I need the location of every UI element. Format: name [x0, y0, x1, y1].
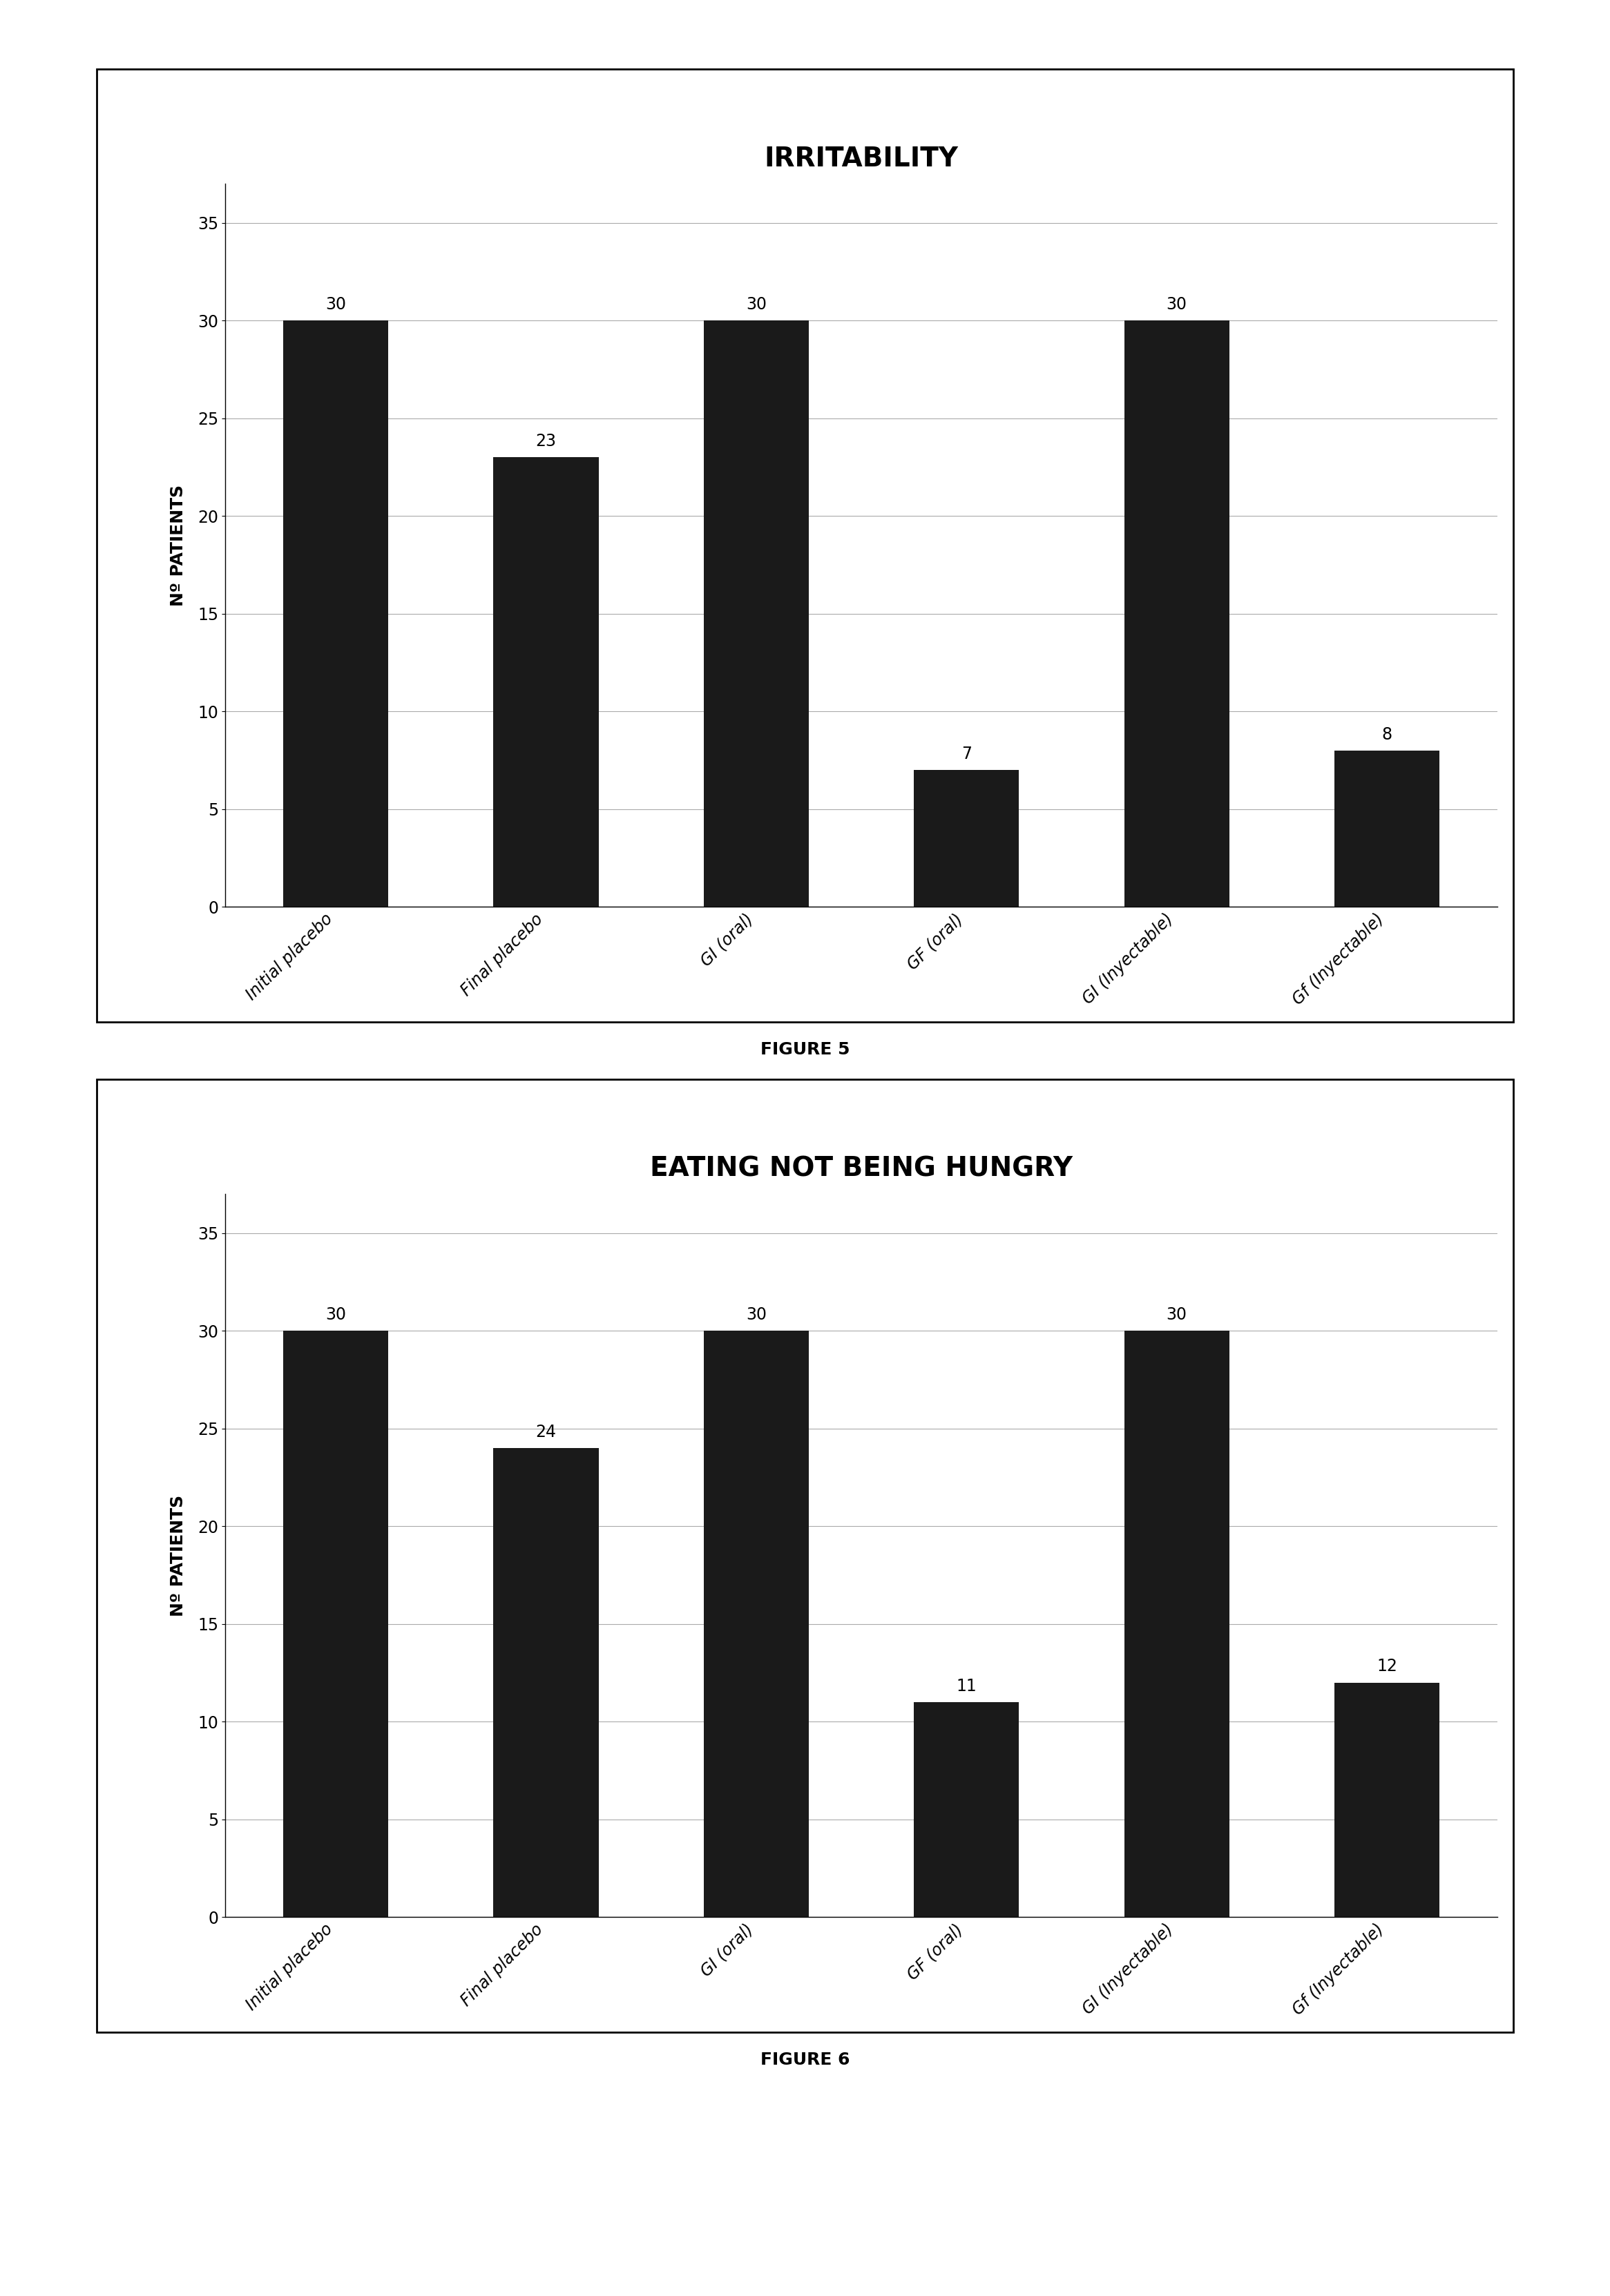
Bar [914, 769, 1019, 907]
Text: 24: 24 [536, 1424, 557, 1440]
Bar [1335, 751, 1439, 907]
Title: IRRITABILITY: IRRITABILITY [765, 145, 958, 172]
Text: 30: 30 [745, 296, 766, 312]
Bar [914, 1701, 1019, 1917]
Bar [283, 321, 388, 907]
Bar [1124, 321, 1230, 907]
Text: 12: 12 [1377, 1658, 1397, 1674]
Bar [283, 1332, 388, 1917]
Text: 30: 30 [325, 296, 346, 312]
Bar [704, 1332, 808, 1917]
Bar [1124, 1332, 1230, 1917]
Bar [493, 457, 599, 907]
Bar [493, 1449, 599, 1917]
Y-axis label: Nº PATIENTS: Nº PATIENTS [169, 1495, 187, 1616]
Text: FIGURE 6: FIGURE 6 [760, 2050, 850, 2069]
Title: EATING NOT BEING HUNGRY: EATING NOT BEING HUNGRY [650, 1155, 1072, 1182]
Text: 8: 8 [1381, 726, 1393, 742]
Bar [1335, 1683, 1439, 1917]
Bar [704, 321, 808, 907]
Text: 30: 30 [325, 1306, 346, 1322]
Text: 30: 30 [1166, 1306, 1187, 1322]
Text: 23: 23 [536, 434, 557, 450]
Text: 7: 7 [961, 746, 972, 762]
Text: 30: 30 [745, 1306, 766, 1322]
Text: 30: 30 [1166, 296, 1187, 312]
Y-axis label: Nº PATIENTS: Nº PATIENTS [169, 484, 187, 606]
Text: FIGURE 5: FIGURE 5 [760, 1040, 850, 1058]
Text: 11: 11 [956, 1678, 977, 1694]
